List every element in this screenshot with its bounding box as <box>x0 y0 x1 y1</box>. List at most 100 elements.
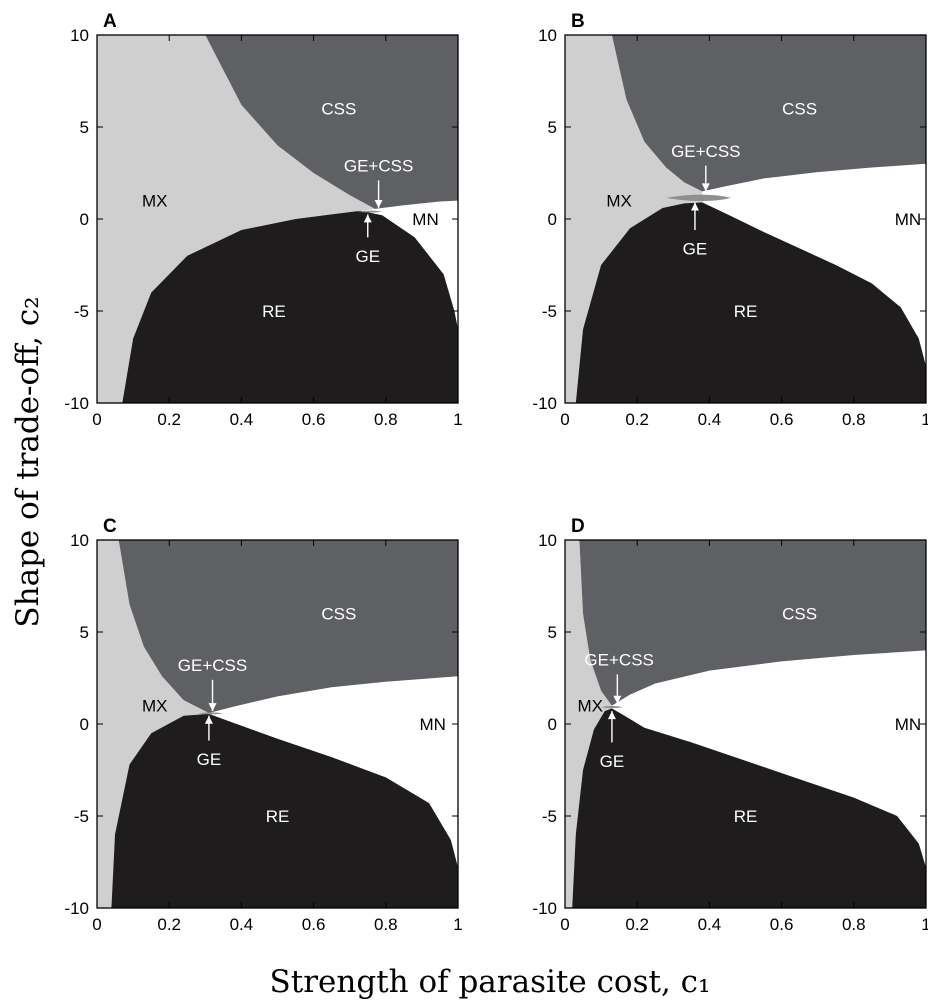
x-tick-label-d: 0.8 <box>842 915 866 934</box>
region-ge-d <box>601 705 623 709</box>
x-tick-label-b: 0.6 <box>770 410 794 429</box>
panel-b-plot <box>565 35 926 403</box>
y-tick-label-a: 10 <box>70 26 89 45</box>
y-tick-label-b: -5 <box>542 302 557 321</box>
annotation-ge-a: GE <box>355 247 380 266</box>
y-tick-label-b: 5 <box>548 118 557 137</box>
region-label-mn-c: MN <box>420 715 446 734</box>
x-tick-label-d: 0 <box>560 915 569 934</box>
region-re-c <box>111 713 458 908</box>
annotation-arrowhead-ge-a <box>363 214 372 223</box>
x-tick-label-c: 0.4 <box>230 915 254 934</box>
y-tick-label-a: 5 <box>80 118 89 137</box>
region-ge-c <box>198 712 224 715</box>
region-label-mx-c: MX <box>142 697 168 716</box>
region-label-mn-d: MN <box>895 715 921 734</box>
annotation-ge-css-b: GE+CSS <box>671 142 740 161</box>
x-tick-label-c: 0.6 <box>302 915 326 934</box>
x-tick-label-a: 0.8 <box>374 410 398 429</box>
y-tick-label-b: 0 <box>548 210 557 229</box>
region-css-c <box>118 540 458 713</box>
panel-c-plot <box>97 540 458 908</box>
x-tick-label-c: 0 <box>92 915 101 934</box>
x-tick-label-a: 0.4 <box>230 410 254 429</box>
x-tick-label-a: 1 <box>453 410 462 429</box>
annotation-ge-b: GE <box>683 239 708 258</box>
annotation-ge-css-d: GE+CSS <box>584 651 653 670</box>
region-mx-d <box>565 540 612 908</box>
region-re-b <box>575 202 926 403</box>
x-tick-label-d: 0.2 <box>625 915 649 934</box>
y-tick-label-c: 5 <box>80 623 89 642</box>
x-tick-label-c: 0.2 <box>157 915 181 934</box>
region-mx-a <box>97 35 375 403</box>
y-axis-title: Shape of trade-off, c₂ <box>10 296 46 627</box>
region-label-re-d: RE <box>734 807 758 826</box>
annotation-ge-css-a: GE+CSS <box>344 157 413 176</box>
x-tick-label-b: 0.4 <box>698 410 722 429</box>
y-tick-label-c: -5 <box>74 807 89 826</box>
region-re-d <box>572 708 926 908</box>
panel-d-plot <box>565 540 926 908</box>
region-label-mx-a: MX <box>142 192 168 211</box>
y-tick-label-c: -10 <box>64 899 89 918</box>
x-tick-label-c: 0.8 <box>374 915 398 934</box>
y-tick-label-d: -10 <box>532 899 557 918</box>
y-tick-label-c: 0 <box>80 715 89 734</box>
region-mx-c <box>97 540 209 908</box>
x-tick-label-a: 0 <box>92 410 101 429</box>
x-tick-label-a: 0.2 <box>157 410 181 429</box>
region-label-re-b: RE <box>734 302 758 321</box>
region-re-a <box>122 210 458 403</box>
y-tick-label-b: -10 <box>532 394 557 413</box>
x-axis-title: Strength of parasite cost, c₁ <box>270 964 711 1000</box>
region-label-re-a: RE <box>262 302 286 321</box>
region-label-css-b: CSS <box>782 100 817 119</box>
panel-a-plot <box>97 35 458 403</box>
y-tick-label-a: 0 <box>80 210 89 229</box>
region-label-mn-b: MN <box>895 210 921 229</box>
annotation-arrowhead-ge-b <box>690 202 699 211</box>
annotation-arrowhead-ge-css-d <box>613 695 622 704</box>
panel-letter-d: D <box>571 516 585 537</box>
x-tick-label-a: 0.6 <box>302 410 326 429</box>
y-tick-label-c: 10 <box>70 531 89 550</box>
region-css-d <box>579 540 926 706</box>
region-ge-b <box>666 194 732 202</box>
y-tick-label-a: -10 <box>64 394 89 413</box>
region-mx-b <box>565 35 703 403</box>
region-label-mn-a: MN <box>412 210 438 229</box>
region-label-css-a: CSS <box>321 100 356 119</box>
annotation-ge-c: GE <box>197 750 222 769</box>
y-tick-label-a: -5 <box>74 302 89 321</box>
region-label-re-c: RE <box>266 807 290 826</box>
x-tick-label-d: 0.6 <box>770 915 794 934</box>
panel-letter-c: C <box>103 516 117 537</box>
region-label-css-c: CSS <box>321 605 356 624</box>
x-tick-label-b: 1 <box>921 410 928 429</box>
region-css-b <box>611 35 926 192</box>
region-css-a <box>205 35 458 209</box>
region-label-mx-d: MX <box>578 697 604 716</box>
y-tick-label-d: 10 <box>538 531 557 550</box>
annotation-ge-css-c: GE+CSS <box>178 656 247 675</box>
x-tick-label-d: 0.4 <box>698 915 722 934</box>
annotation-arrowhead-ge-css-b <box>701 183 710 192</box>
annotation-arrowhead-ge-c <box>204 715 213 724</box>
x-tick-label-b: 0 <box>560 410 569 429</box>
x-tick-label-c: 1 <box>453 915 462 934</box>
region-label-css-d: CSS <box>782 605 817 624</box>
panel-letter-b: B <box>571 11 585 32</box>
annotation-arrowhead-ge-css-a <box>374 199 383 208</box>
x-tick-label-b: 0.8 <box>842 410 866 429</box>
y-tick-label-b: 10 <box>538 26 557 45</box>
region-label-mx-b: MX <box>606 192 632 211</box>
annotation-arrowhead-ge-css-c <box>208 703 217 712</box>
annotation-ge-d: GE <box>600 752 625 771</box>
y-tick-label-d: -5 <box>542 807 557 826</box>
